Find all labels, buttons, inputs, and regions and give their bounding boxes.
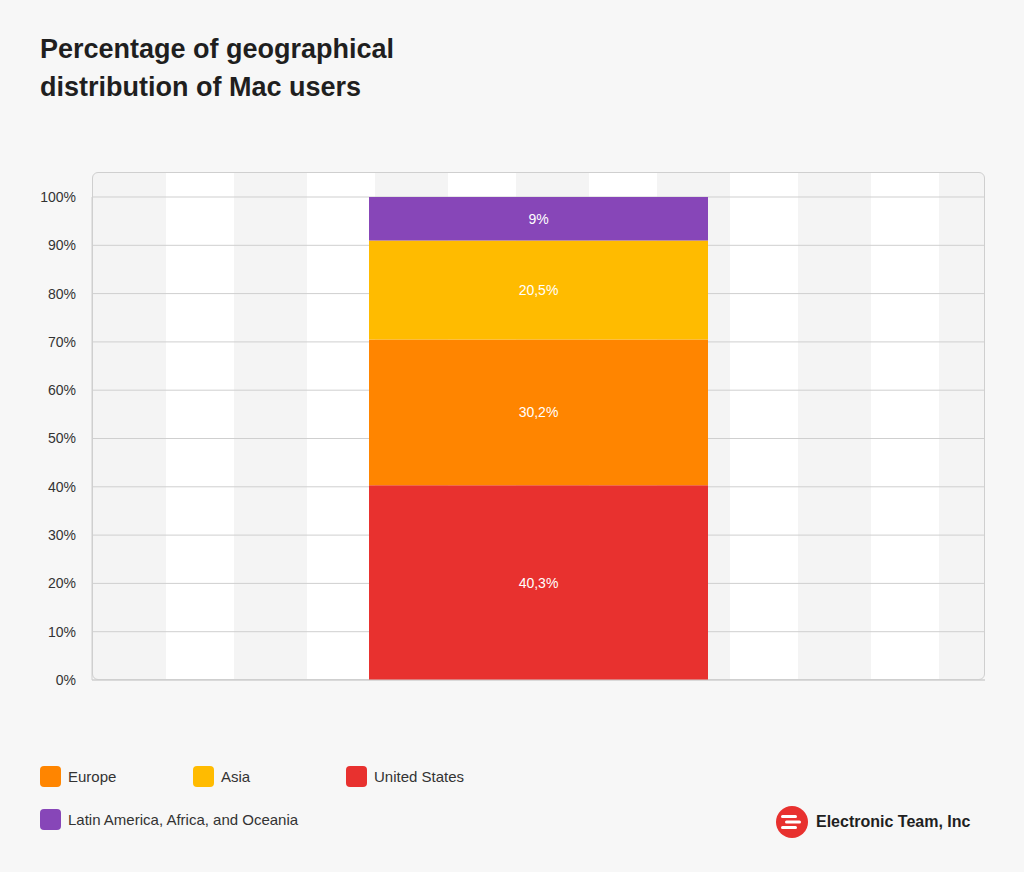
svg-text:20%: 20% <box>48 575 76 591</box>
svg-text:40%: 40% <box>48 479 76 495</box>
svg-text:30%: 30% <box>48 527 76 543</box>
svg-text:70%: 70% <box>48 334 76 350</box>
html-text:Asia: Asia <box>221 768 251 785</box>
svg-text:20,5%: 20,5% <box>519 282 559 298</box>
svg-text:60%: 60% <box>48 382 76 398</box>
html-text:Latin America, Africa, and Oce: Latin America, Africa, and Oceania <box>68 811 299 828</box>
html-text:Europe: Europe <box>68 768 117 785</box>
html-text:Electronic Team, Inc: Electronic Team, Inc <box>816 813 971 830</box>
svg-text:80%: 80% <box>48 286 76 302</box>
svg-text:90%: 90% <box>48 237 76 253</box>
svg-text:50%: 50% <box>48 430 76 446</box>
svg-text:100%: 100% <box>40 189 76 205</box>
html-text:United States: United States <box>374 768 465 785</box>
svg-text:9%: 9% <box>528 211 548 227</box>
svg-text:30,2%: 30,2% <box>519 404 559 420</box>
svg-text:10%: 10% <box>48 624 76 640</box>
html-text:Percentage of geographical dis: Percentage of geographical distribution … <box>40 34 395 102</box>
svg-text:0%: 0% <box>56 672 76 688</box>
svg-text:40,3%: 40,3% <box>519 575 559 591</box>
